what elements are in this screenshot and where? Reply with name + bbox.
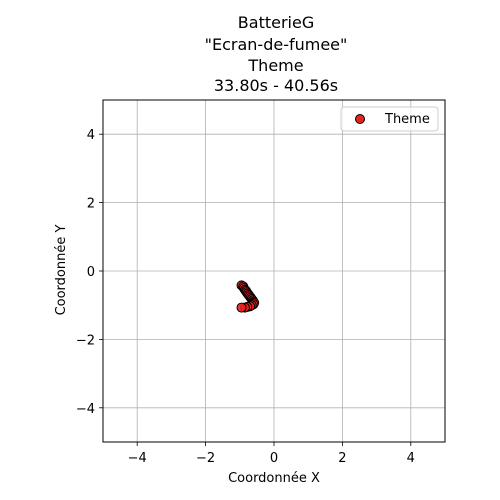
y-tick-label: −2 [76, 333, 95, 348]
y-tick-label: 0 [87, 265, 95, 280]
y-tick-label: −4 [76, 402, 95, 417]
title-line-4: 33.80s - 40.56s [214, 76, 338, 95]
plot-area-frame [102, 99, 446, 443]
x-tick-label: 0 [270, 451, 278, 466]
y-tick-label: 2 [87, 197, 95, 212]
legend-label: Theme [384, 112, 430, 127]
legend: Theme [340, 106, 439, 132]
x-tick-label: −4 [128, 451, 147, 466]
title-line-2: "Ecran-de-fumee" [205, 35, 348, 54]
axis-ticks: −4 −2 0 2 4 −4 −2 0 2 4 [76, 128, 415, 466]
legend-box [340, 106, 439, 132]
chart-title: BatterieG "Ecran-de-fumee" Theme 33.80s … [205, 13, 348, 95]
grid [103, 100, 445, 442]
x-tick-label: 4 [407, 451, 415, 466]
x-axis-label: Coordonnée X [228, 471, 320, 486]
x-tick-label: −2 [196, 451, 215, 466]
scatter-point [236, 302, 247, 313]
legend-marker [355, 114, 365, 124]
y-tick-label: 4 [87, 128, 95, 143]
data-points [236, 280, 260, 313]
y-axis-label: Coordonnée Y [54, 225, 69, 316]
x-tick-label: 2 [338, 451, 346, 466]
title-line-3: Theme [247, 56, 303, 75]
title-line-1: BatterieG [238, 13, 314, 32]
